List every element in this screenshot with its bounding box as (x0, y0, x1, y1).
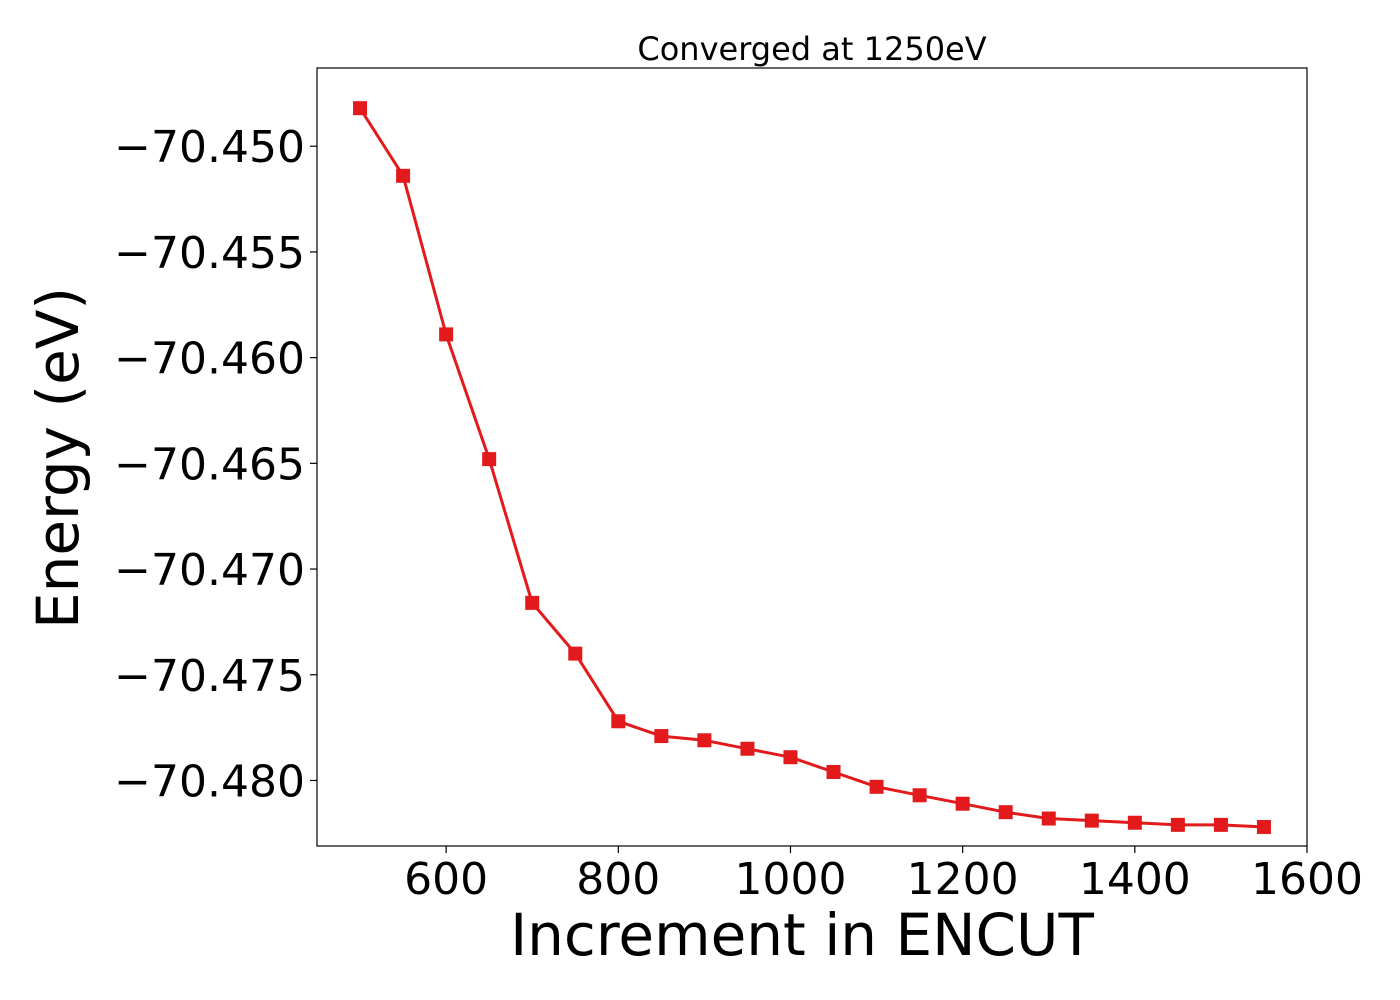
data-point (439, 327, 454, 342)
data-point (568, 646, 583, 661)
data-point (869, 779, 884, 794)
data-point (1041, 811, 1056, 826)
y-tick-label: −70.460 (114, 334, 305, 385)
data-point (1127, 815, 1142, 830)
y-tick-label: −70.450 (114, 122, 305, 173)
y-tick-label: −70.465 (114, 439, 305, 490)
data-point (654, 729, 669, 744)
plot-frame (316, 67, 1308, 847)
x-tick-label: 800 (576, 854, 660, 905)
y-tick-label: −70.455 (114, 228, 305, 279)
y-axis-label: Energy (eV) (24, 287, 92, 629)
data-point (912, 788, 927, 803)
data-point (1170, 817, 1185, 832)
data-point (955, 796, 970, 811)
data-point (697, 733, 712, 748)
x-tick-label: 1000 (734, 854, 846, 905)
y-tick-label: −70.475 (114, 651, 305, 702)
data-point (482, 452, 497, 467)
data-point (1084, 813, 1099, 828)
x-tick-label: 600 (404, 854, 488, 905)
data-point (1256, 819, 1271, 834)
data-point (826, 765, 841, 780)
data-point (353, 101, 368, 116)
data-point (611, 714, 626, 729)
x-tick-label: 1200 (907, 854, 1019, 905)
data-point (998, 805, 1013, 820)
y-tick-label: −70.480 (114, 756, 305, 807)
y-tick-label: −70.470 (114, 545, 305, 596)
x-axis: 600 800 1000 1200 1400 1600 (404, 846, 1363, 905)
series-line (358, 107, 1265, 829)
x-axis-label: Increment in ENCUT (510, 901, 1094, 969)
y-axis: −70.450 −70.455 −70.460 −70.465 −70.470 −70.4… (114, 122, 317, 807)
data-point (396, 168, 411, 183)
data-point (525, 595, 540, 610)
data-point (1213, 817, 1228, 832)
x-tick-label: 1600 (1251, 854, 1363, 905)
data-point (783, 750, 798, 765)
chart-title: Converged at 1250eV (637, 30, 986, 68)
data-point (740, 741, 755, 756)
plot-area (353, 101, 1271, 834)
x-tick-label: 1400 (1079, 854, 1191, 905)
